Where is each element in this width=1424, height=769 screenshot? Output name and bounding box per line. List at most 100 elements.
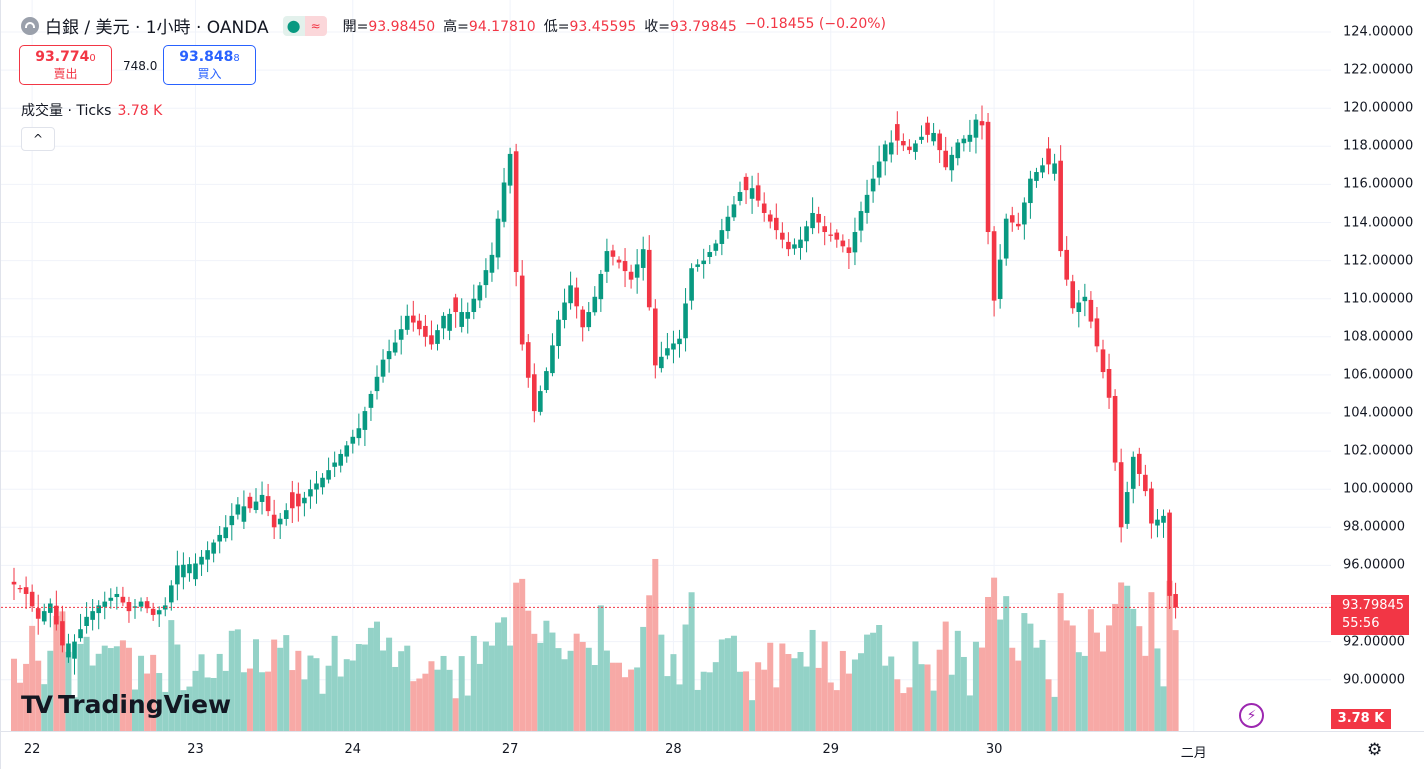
volume-bar [519, 578, 526, 731]
volume-bar [168, 620, 175, 731]
volume-bar [936, 649, 943, 731]
candle-body [665, 348, 670, 356]
volume-bar [803, 666, 810, 731]
y-tick-label: 124.00000 [1343, 24, 1414, 40]
volume-bar [616, 662, 622, 731]
settings-gear-icon[interactable]: ⚙ [1367, 740, 1383, 760]
collapse-legend-button[interactable]: ^ [21, 127, 55, 151]
candle-body [374, 376, 380, 392]
volume-legend[interactable]: 成交量 · Ticks 3.78 K [21, 100, 162, 120]
candle-body [646, 249, 652, 308]
volume-bar [591, 665, 598, 731]
candle-body [532, 374, 537, 412]
volume-bar [1106, 625, 1113, 731]
volume-bar [283, 635, 290, 731]
candle-body [441, 315, 446, 329]
candle-body [1112, 395, 1118, 463]
candle-body [810, 212, 815, 229]
chevron-up-icon: ^ [32, 132, 44, 146]
candle-body [114, 593, 120, 598]
candle-body [538, 391, 543, 412]
candle-body [126, 602, 132, 612]
volume-bar [386, 637, 393, 731]
volume-bar [664, 676, 671, 731]
candle-body [1106, 368, 1112, 398]
market-open-icon[interactable]: ● [282, 15, 305, 36]
market-status[interactable]: ● ≈ [282, 15, 327, 36]
candle-body [919, 136, 924, 140]
volume-bar [1021, 613, 1028, 731]
candle-body [277, 518, 283, 525]
volume-bar [452, 698, 459, 731]
candle-body [465, 312, 471, 319]
candle-body [1082, 296, 1088, 302]
candle-body [743, 176, 749, 191]
volume-bar [815, 667, 822, 731]
volume-bar [634, 667, 641, 731]
volume-bar [495, 622, 501, 731]
symbol-title[interactable]: 白銀 / 美元 · 1小時 · OANDA [45, 18, 269, 38]
candle-body [828, 234, 834, 236]
candle-body [822, 226, 827, 233]
candle-body [544, 371, 549, 391]
candle-body [247, 496, 253, 509]
candle-body [1118, 462, 1124, 528]
candle-body [731, 204, 737, 218]
candle-body [997, 259, 1003, 299]
volume-bar [265, 671, 272, 731]
volume-bar [845, 673, 852, 731]
sell-button[interactable]: 93.7740 賣出 [19, 45, 112, 85]
candle-body [562, 302, 567, 320]
volume-bar [888, 656, 895, 731]
candle-body [683, 303, 688, 339]
volume-bar [567, 650, 574, 731]
volume-bar [773, 687, 780, 731]
candle-body [804, 226, 809, 242]
delayed-data-icon[interactable]: ≈ [304, 15, 327, 36]
candle-body [1124, 492, 1130, 524]
volume-bar [942, 621, 949, 731]
candle-body [677, 338, 682, 345]
candle-body [937, 133, 942, 151]
candle-body [840, 240, 846, 247]
candle-body [943, 150, 948, 168]
volume-bar [162, 691, 169, 731]
tradingview-logo[interactable]: TV TradingView [21, 690, 231, 719]
volume-bar [1124, 585, 1131, 731]
volume-bar [1100, 651, 1106, 731]
candle-body [459, 312, 464, 327]
candle-body [858, 211, 864, 231]
candle-body [1009, 215, 1015, 223]
buy-button[interactable]: 93.8488 買入 [163, 45, 256, 85]
bolt-icon[interactable]: ⚡ [1239, 703, 1264, 728]
y-tick-label: 120.00000 [1343, 100, 1414, 116]
candle-body [217, 534, 222, 542]
volume-bar [706, 672, 713, 731]
y-tick-label: 92.00000 [1343, 634, 1406, 650]
volume-bar [894, 679, 901, 731]
candle-body [1034, 172, 1039, 181]
volume-bar [579, 641, 586, 731]
volume-bar [53, 615, 60, 731]
candle-body [453, 297, 458, 313]
candle-body [991, 231, 997, 301]
volume-bar [349, 660, 356, 731]
volume-bar [640, 626, 647, 731]
candle-body [901, 141, 906, 146]
buy-label: 買入 [197, 66, 222, 81]
volume-bar [416, 678, 423, 731]
current-price-tag: 93.79845 55:56 [1331, 595, 1409, 635]
volume-bar [192, 670, 199, 731]
candle-body [634, 264, 640, 278]
candle-body [29, 591, 35, 607]
candle-body [175, 565, 180, 585]
y-tick-label: 100.00000 [1343, 481, 1414, 497]
volume-bar [833, 690, 840, 731]
legend-header: 白銀 / 美元 · 1小時 · OANDA ● ≈ 開=93.98450 高=9… [21, 13, 886, 38]
volume-bar [1027, 623, 1034, 731]
high-label: 高= [443, 18, 469, 35]
candle-body [1155, 519, 1160, 526]
candle-body [308, 489, 313, 497]
candle-body [23, 587, 29, 594]
